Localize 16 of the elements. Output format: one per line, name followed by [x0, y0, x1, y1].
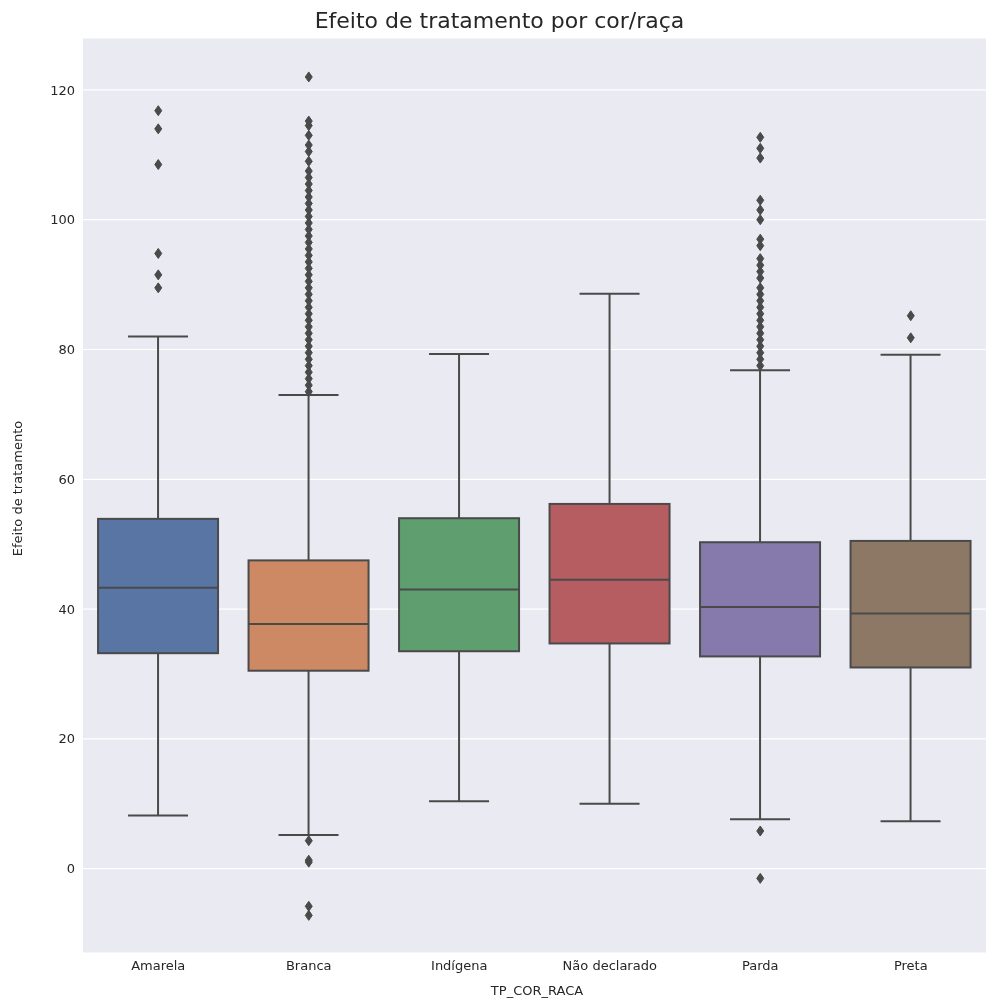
- x-tick-label: Amarela: [131, 958, 186, 974]
- x-tick-label: Não declarado: [562, 958, 657, 974]
- y-tick-label: 20: [58, 731, 75, 747]
- x-tick-label: Indígena: [431, 958, 488, 974]
- y-tick-label: 40: [58, 601, 75, 617]
- y-tick-label: 80: [58, 342, 75, 358]
- x-tick-label: Branca: [285, 958, 332, 974]
- x-tick-label: Preta: [893, 958, 928, 974]
- y-tick-label: 120: [50, 82, 75, 98]
- y-tick-label: 100: [50, 212, 75, 228]
- chart-title: Efeito de tratamento por cor/raça: [313, 8, 686, 35]
- y-tick-label: 0: [66, 861, 75, 877]
- x-tick-label: Parda: [741, 958, 779, 974]
- y-tick-label: 60: [58, 471, 75, 487]
- x-axis-title: TP_COR_RACA: [489, 983, 585, 998]
- y-axis-title: Efeito de tratamento: [10, 420, 26, 556]
